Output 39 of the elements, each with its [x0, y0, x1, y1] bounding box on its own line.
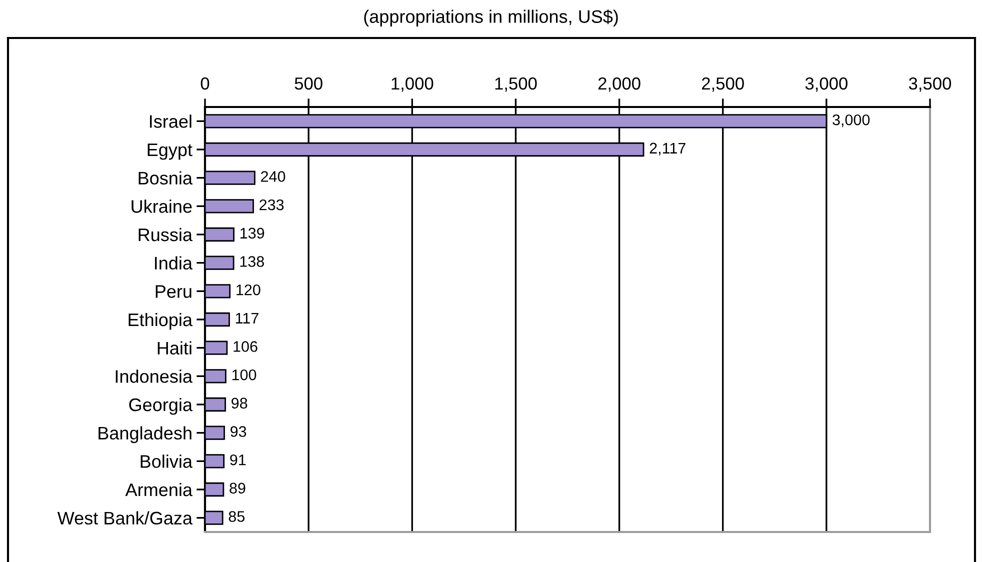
- y-tick-label: Bolivia: [140, 454, 192, 468]
- y-tick-label: Indonesia: [116, 370, 193, 383]
- data-label: 93: [230, 426, 246, 437]
- data-label: 120: [236, 284, 260, 296]
- y-tick-label: Egypt: [148, 144, 192, 160]
- data-label: 100: [232, 369, 256, 380]
- x-tick-label: 3,500: [908, 77, 952, 92]
- data-label: 85: [228, 511, 245, 522]
- x-tick-label: 2,500: [702, 77, 744, 92]
- y-tick-label: Bangladesh: [98, 426, 192, 444]
- data-label: 98: [232, 398, 248, 409]
- x-tick-label: 0: [200, 77, 210, 90]
- x-tick-label: 500: [294, 77, 322, 90]
- x-tick-label: 1,500: [495, 77, 537, 92]
- y-tick-label: Haiti: [158, 341, 192, 355]
- x-tick-label: 3,000: [805, 77, 848, 92]
- data-label: 89: [230, 482, 246, 494]
- x-tick-label: 2,000: [598, 77, 640, 92]
- y-tick-label: Ethiopia: [128, 312, 192, 330]
- y-tick-label: Israel: [150, 114, 192, 128]
- y-tick-label: Ukraine: [132, 200, 192, 213]
- data-label: 117: [236, 312, 258, 324]
- y-tick-label: Georgia: [129, 398, 193, 415]
- data-label: 139: [240, 228, 264, 239]
- chart-title: (appropriations in millions, US$): [364, 9, 618, 27]
- data-label: 106: [234, 341, 258, 352]
- y-tick-label: Peru: [156, 285, 192, 298]
- y-tick-label: India: [155, 256, 192, 270]
- data-label: 233: [260, 199, 284, 210]
- data-label: 91: [230, 454, 246, 466]
- data-label: 3,000: [832, 114, 870, 128]
- y-tick-label: Armenia: [125, 482, 192, 496]
- y-tick-label: West Bank/Gaza: [57, 511, 193, 525]
- y-tick-label: Russia: [138, 228, 192, 242]
- data-label: 138: [240, 256, 264, 267]
- data-label: 2,117: [650, 142, 686, 156]
- x-tick-label: 1,000: [392, 77, 434, 92]
- y-tick-label: Bosnia: [138, 171, 192, 185]
- data-label: 240: [261, 171, 286, 182]
